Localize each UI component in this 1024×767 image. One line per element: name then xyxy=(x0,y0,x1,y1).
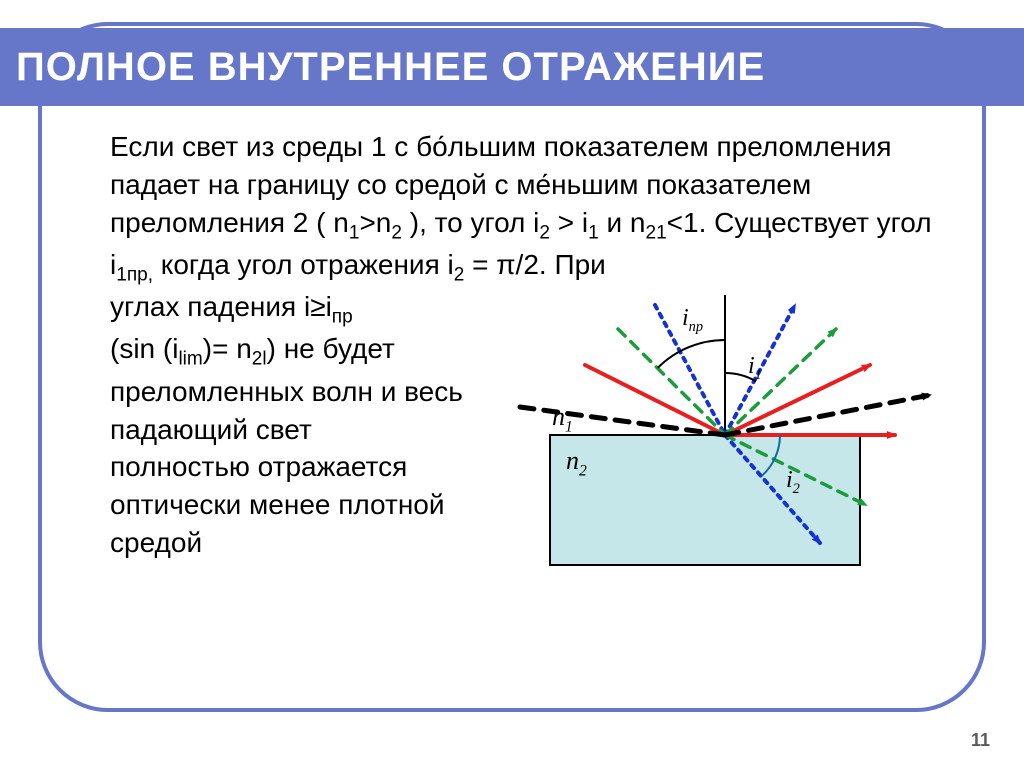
t: )= n xyxy=(203,333,252,364)
page-number: 11 xyxy=(971,730,990,751)
slide-title: ПОЛНОЕ ВНУТРЕННЕЕ ОТРАЖЕНИЕ xyxy=(16,45,765,90)
sub: lim xyxy=(178,349,202,370)
title-bar: ПОЛНОЕ ВНУТРЕННЕЕ ОТРАЖЕНИЕ xyxy=(0,28,1024,106)
sub: 21 xyxy=(646,222,667,243)
body-text-3: преломленных волн и весь падающий свет xyxy=(110,373,510,449)
t: > i xyxy=(550,207,588,238)
sub: 1 xyxy=(349,222,360,243)
sub: 1пр, xyxy=(116,264,153,285)
t: (sin (i xyxy=(110,333,178,364)
sub: 1 xyxy=(588,222,599,243)
body-text-2: углах падения i≥iпр (sin (ilim)= n2l) не… xyxy=(110,288,510,373)
body-text-4: оптически менее плотной средой xyxy=(110,486,510,562)
t: углах падения i≥i xyxy=(110,291,332,322)
sub: 2l xyxy=(252,349,267,370)
t: и n xyxy=(599,207,646,238)
sub: 2 xyxy=(454,264,465,285)
highlight-text: полностью отражается xyxy=(110,448,510,486)
sub: 2 xyxy=(391,222,402,243)
sub: 2 xyxy=(539,222,550,243)
t: ), то угол i xyxy=(402,207,539,238)
svg-text:n1: n1 xyxy=(552,402,573,436)
svg-text:i1: i1 xyxy=(748,353,762,383)
t: ) не будет xyxy=(267,333,395,364)
refraction-diagram: n1n2i1inpi2 xyxy=(490,275,950,595)
svg-text:inp: inp xyxy=(682,305,703,335)
t: когда угол отражения i xyxy=(153,249,454,280)
t: >n xyxy=(359,207,391,238)
sub: пр xyxy=(332,307,353,328)
body-text: Если свет из среды 1 с бо́льшим показате… xyxy=(110,128,940,288)
